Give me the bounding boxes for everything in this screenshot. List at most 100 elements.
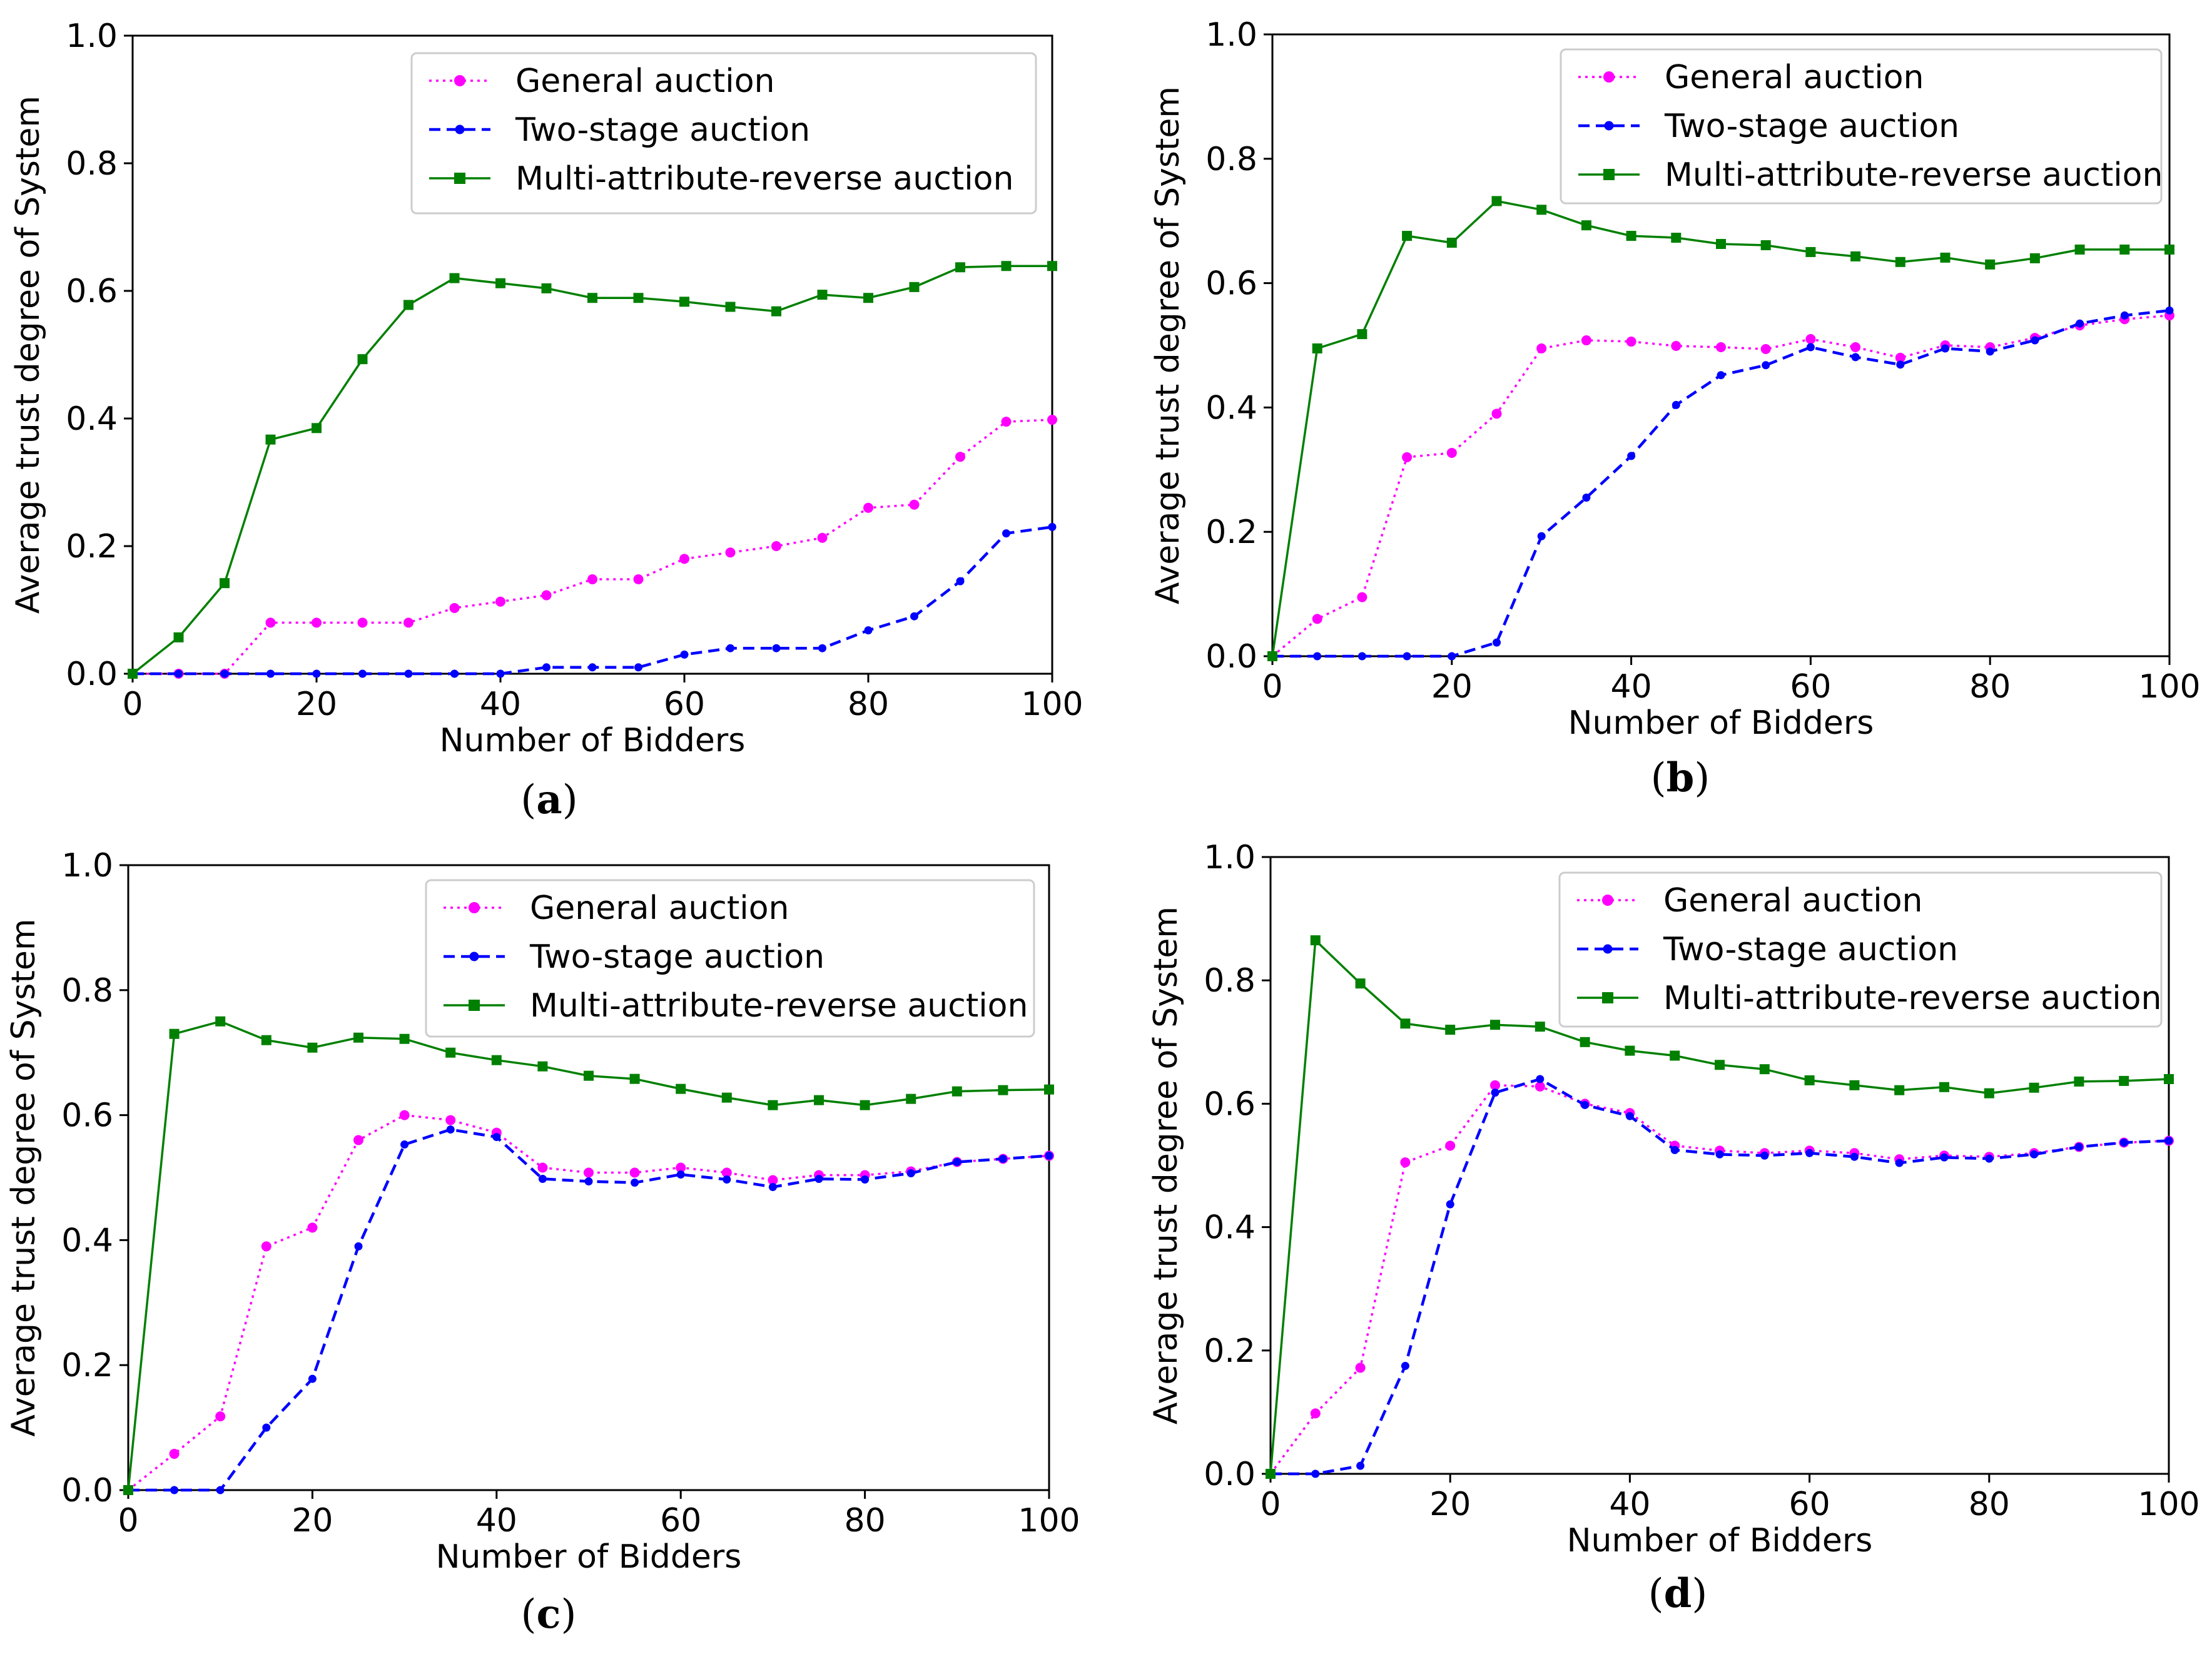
data-point-multi: [1310, 935, 1321, 946]
data-point-two_stage: [1311, 1469, 1320, 1478]
y-tick-label: 1.0: [1204, 839, 1256, 876]
y-tick-label: 0.8: [61, 972, 113, 1010]
data-point-multi: [1895, 256, 1905, 267]
data-point-multi: [725, 302, 736, 312]
data-point-two_stage: [864, 626, 873, 635]
data-point-two_stage: [956, 577, 965, 586]
data-point-two_stage: [723, 1175, 731, 1184]
data-point-two_stage: [358, 669, 367, 678]
data-point-multi: [403, 300, 413, 310]
data-point-two_stage: [676, 1170, 685, 1179]
data-point-two_stage: [1357, 652, 1366, 661]
x-tick-label: 100: [2138, 1486, 2199, 1523]
data-point-general: [449, 602, 460, 613]
panel-caption: (a): [520, 776, 577, 823]
x-tick-label: 80: [845, 1502, 886, 1540]
data-point-general: [584, 1167, 594, 1178]
data-point-two_stage: [1048, 522, 1057, 531]
data-point-multi: [1626, 231, 1636, 241]
data-point-two_stage: [538, 1174, 547, 1183]
data-point-multi: [1939, 1082, 1949, 1092]
data-point-two_stage: [1672, 400, 1680, 409]
data-point-two_stage: [1717, 371, 1725, 380]
data-point-multi: [265, 434, 276, 445]
data-point-two_stage: [1760, 1151, 1769, 1160]
data-point-two_stage: [446, 1125, 455, 1134]
x-axis-title: Number of Bidders: [1568, 704, 1874, 742]
plot-frame: [1269, 856, 2170, 1475]
data-point-general: [1760, 343, 1771, 354]
data-point-multi: [721, 1092, 732, 1103]
x-tick-label: 0: [118, 1502, 138, 1540]
data-point-general: [1850, 342, 1861, 352]
legend-marker-multi: [1603, 169, 1615, 180]
data-point-multi: [307, 1042, 318, 1053]
data-point-multi: [587, 293, 597, 303]
data-point-two_stage: [492, 1133, 501, 1142]
y-tick-label: 0.6: [61, 1097, 113, 1135]
data-point-multi: [261, 1035, 271, 1045]
data-point-two_stage: [1045, 1152, 1053, 1160]
data-point-two_stage: [1850, 1152, 1859, 1161]
data-point-general: [307, 1222, 318, 1233]
data-point-two_stage: [170, 1486, 179, 1494]
legend-marker-multi: [1602, 992, 1613, 1003]
data-point-multi: [1894, 1085, 1905, 1095]
data-point-general: [1001, 417, 1012, 427]
x-tick-label: 20: [1431, 668, 1473, 706]
data-point-general: [403, 617, 413, 628]
x-tick-label: 20: [296, 686, 337, 723]
data-point-two_stage: [542, 663, 550, 672]
data-point-multi: [1804, 1075, 1815, 1085]
data-point-multi: [1671, 233, 1682, 243]
legend-box: [1560, 48, 2163, 205]
data-point-multi: [399, 1033, 410, 1044]
legend-marker-two_stage: [1603, 944, 1613, 954]
data-point-general: [265, 617, 276, 628]
data-point-general: [1581, 335, 1591, 346]
data-point-multi: [1715, 1060, 1725, 1070]
data-point-multi: [955, 262, 965, 273]
x-tick-label: 0: [1260, 1486, 1281, 1523]
data-point-multi: [998, 1085, 1008, 1095]
data-point-two_stage: [266, 669, 275, 678]
data-point-two_stage: [312, 669, 321, 678]
series-line-two_stage: [1272, 309, 2170, 658]
data-point-general: [399, 1110, 410, 1120]
data-point-multi: [2074, 1076, 2084, 1087]
data-point-general: [909, 499, 920, 510]
data-point-two_stage: [1627, 452, 1636, 460]
y-axis-title: Average trust degree of System: [1149, 86, 1187, 604]
chart-panel-b: 0 20 40 60 80 100 0.0 0.2 0.4 0.6 0.8 1.0 Number of …: [1149, 16, 2201, 801]
data-point-two_stage: [1762, 361, 1770, 370]
data-point-general: [537, 1162, 548, 1173]
y-tick-label: 1.0: [61, 847, 113, 885]
x-tick-label: 40: [476, 1502, 517, 1540]
y-axis-title: Average trust degree of System: [5, 918, 43, 1436]
y-tick-label: 0.4: [1205, 389, 1257, 427]
data-point-two_stage: [910, 612, 918, 621]
data-point-two_stage: [308, 1374, 317, 1383]
data-point-multi: [2119, 244, 2130, 255]
data-point-multi: [633, 293, 644, 303]
data-point-multi: [537, 1061, 548, 1072]
data-point-two_stage: [1581, 1100, 1590, 1109]
plot-frame: [127, 864, 1050, 1491]
data-point-two_stage: [1582, 494, 1591, 502]
data-point-two_stage: [2074, 1142, 2083, 1151]
data-point-general: [1805, 334, 1816, 345]
data-point-multi: [1312, 343, 1322, 353]
legend-box: [410, 52, 1037, 215]
data-point-two_stage: [1313, 652, 1322, 661]
data-point-multi: [1580, 1037, 1590, 1047]
data-point-multi: [1047, 261, 1057, 271]
data-point-two_stage: [450, 669, 459, 678]
legend-marker-two_stage: [1604, 121, 1614, 131]
legend-label-two_stage: Two-stage auction: [1664, 108, 1959, 145]
x-axis-title: Number of Bidders: [1567, 1522, 1873, 1560]
data-point-multi: [1984, 1088, 1994, 1098]
chart-panel-a: 0 20 40 60 80 100 0.0 0.2 0.4 0.6 0.8 1.0 Number of …: [9, 18, 1083, 823]
data-point-two_stage: [861, 1175, 870, 1184]
data-point-multi: [817, 290, 828, 300]
data-point-multi: [814, 1095, 824, 1105]
